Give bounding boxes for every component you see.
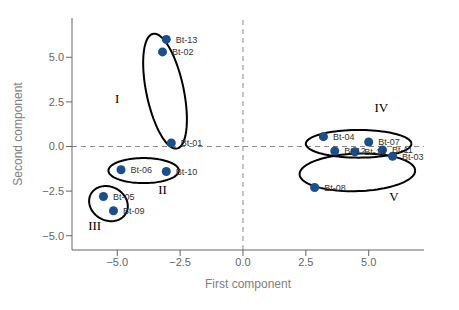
svg-text:2.5: 2.5 (49, 96, 64, 108)
svg-text:First component: First component (205, 277, 292, 291)
svg-text:−2.5: −2.5 (42, 185, 64, 197)
svg-text:Bt-10: Bt-10 (176, 167, 198, 177)
svg-text:Bt-03: Bt-03 (402, 152, 424, 162)
svg-text:Second component: Second component (11, 82, 25, 186)
svg-text:IV: IV (374, 100, 388, 115)
svg-text:Bt-05: Bt-05 (113, 192, 135, 202)
svg-text:III: III (88, 218, 101, 233)
svg-text:Bt-02: Bt-02 (172, 47, 194, 57)
svg-text:II: II (158, 182, 167, 197)
svg-text:Bt-06: Bt-06 (131, 165, 153, 175)
svg-text:V: V (389, 189, 399, 204)
svg-text:Bt-04: Bt-04 (333, 132, 355, 142)
svg-text:I: I (115, 91, 119, 106)
svg-text:Bt-07: Bt-07 (378, 137, 400, 148)
svg-text:2.5: 2.5 (298, 256, 313, 268)
svg-text:−5.0: −5.0 (42, 230, 64, 242)
svg-text:Bt-11: Bt-11 (392, 145, 413, 156)
svg-text:−2.5: −2.5 (169, 256, 191, 268)
svg-text:Bt-12: Bt-12 (344, 146, 366, 156)
svg-text:0.0: 0.0 (49, 140, 64, 152)
svg-text:5.0: 5.0 (361, 256, 376, 268)
svg-text:5.0: 5.0 (49, 51, 64, 63)
svg-text:Bt-14: Bt-14 (364, 147, 386, 157)
svg-text:−5.0: −5.0 (106, 256, 128, 268)
svg-text:Bt-09: Bt-09 (123, 206, 145, 216)
svg-text:Bt-01: Bt-01 (181, 138, 203, 148)
svg-text:0.0: 0.0 (235, 256, 250, 268)
svg-text:Bt-13: Bt-13 (176, 35, 198, 45)
svg-text:Bt-08: Bt-08 (324, 183, 346, 193)
